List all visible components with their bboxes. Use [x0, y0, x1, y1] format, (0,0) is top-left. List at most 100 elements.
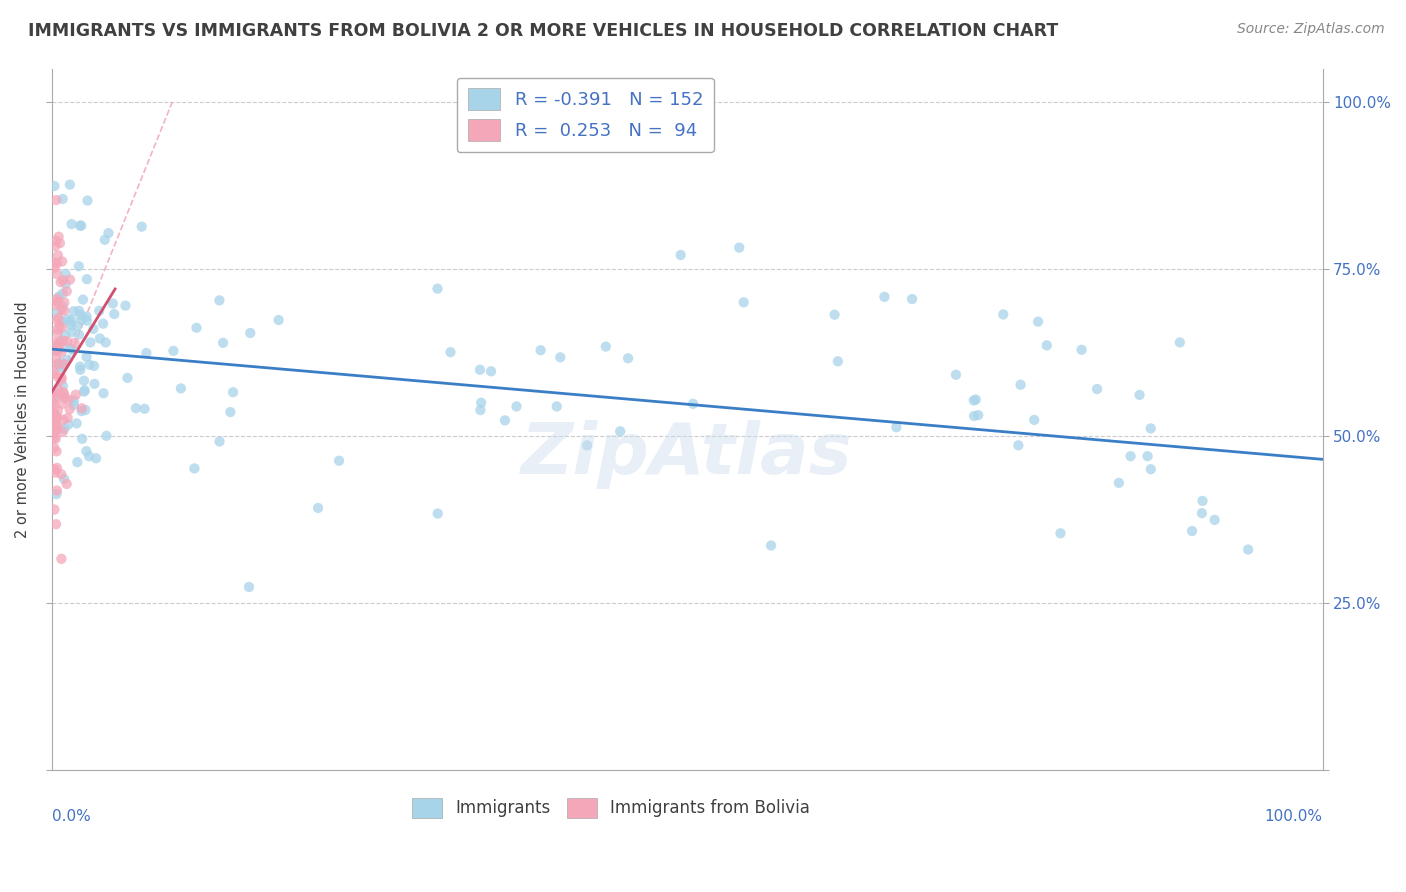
Point [1237, 542, 1260, 557]
Point [46, 421, 69, 435]
Point [208, 434, 231, 449]
Point [52, 385, 75, 400]
Point [550, 351, 572, 365]
Point [56, 411, 79, 425]
Point [42, 363, 65, 377]
Point [60, 313, 83, 327]
Point [48, 337, 70, 351]
Point [79, 358, 101, 372]
Point [479, 364, 502, 378]
Point [48, 360, 70, 375]
Point [62, 398, 84, 412]
Point [62, 304, 84, 318]
Point [728, 241, 751, 255]
Point [1007, 438, 1029, 452]
Point [96, 429, 118, 443]
Point [1010, 377, 1032, 392]
Point [75, 403, 97, 417]
Point [114, 299, 136, 313]
Point [44, 414, 66, 428]
Point [70, 404, 93, 418]
Point [83, 359, 105, 373]
Point [186, 320, 208, 334]
Point [75, 444, 97, 458]
Point [1139, 421, 1161, 435]
Point [73, 384, 96, 399]
Point [682, 397, 704, 411]
Point [51, 370, 73, 384]
Point [44, 239, 66, 253]
Point [69, 359, 91, 374]
Point [41, 414, 63, 428]
Point [595, 340, 617, 354]
Point [69, 363, 91, 377]
Point [77, 450, 100, 464]
Point [1108, 475, 1130, 490]
Point [53, 303, 76, 318]
Point [53, 472, 76, 486]
Point [51, 334, 73, 348]
Point [66, 318, 89, 333]
Point [1204, 513, 1226, 527]
Point [44, 179, 66, 194]
Point [41, 405, 63, 419]
Point [56, 312, 79, 326]
Point [886, 420, 908, 434]
Point [69, 219, 91, 233]
Point [73, 374, 96, 388]
Point [45, 351, 67, 366]
Point [44, 406, 66, 420]
Point [63, 393, 86, 408]
Point [1181, 524, 1204, 538]
Point [42, 407, 65, 421]
Point [967, 408, 990, 422]
Point [59, 402, 82, 417]
Point [46, 411, 69, 425]
Point [1070, 343, 1092, 357]
Point [67, 327, 90, 342]
Point [44, 398, 66, 412]
Point [76, 313, 98, 327]
Point [65, 388, 87, 402]
Point [53, 295, 76, 310]
Point [239, 326, 262, 340]
Point [48, 358, 70, 372]
Point [55, 277, 77, 291]
Point [101, 296, 124, 310]
Point [52, 192, 75, 206]
Point [41, 368, 63, 382]
Point [41, 395, 63, 409]
Point [103, 307, 125, 321]
Point [222, 385, 245, 400]
Point [70, 401, 93, 416]
Point [117, 371, 139, 385]
Point [56, 334, 79, 349]
Point [67, 303, 90, 318]
Point [89, 303, 111, 318]
Point [83, 376, 105, 391]
Point [45, 487, 67, 501]
Point [45, 517, 67, 532]
Point [44, 466, 66, 480]
Point [46, 357, 69, 371]
Point [733, 295, 755, 310]
Point [45, 343, 67, 357]
Point [1136, 449, 1159, 463]
Point [76, 350, 98, 364]
Point [46, 419, 69, 434]
Point [49, 275, 72, 289]
Point [46, 294, 69, 309]
Point [162, 343, 184, 358]
Point [45, 339, 67, 353]
Point [93, 386, 115, 401]
Point [48, 311, 70, 326]
Point [76, 310, 98, 324]
Point [45, 444, 67, 458]
Point [44, 502, 66, 516]
Point [60, 325, 83, 339]
Point [963, 393, 986, 408]
Point [51, 397, 73, 411]
Point [45, 234, 67, 248]
Text: Source: ZipAtlas.com: Source: ZipAtlas.com [1237, 22, 1385, 37]
Point [60, 318, 83, 333]
